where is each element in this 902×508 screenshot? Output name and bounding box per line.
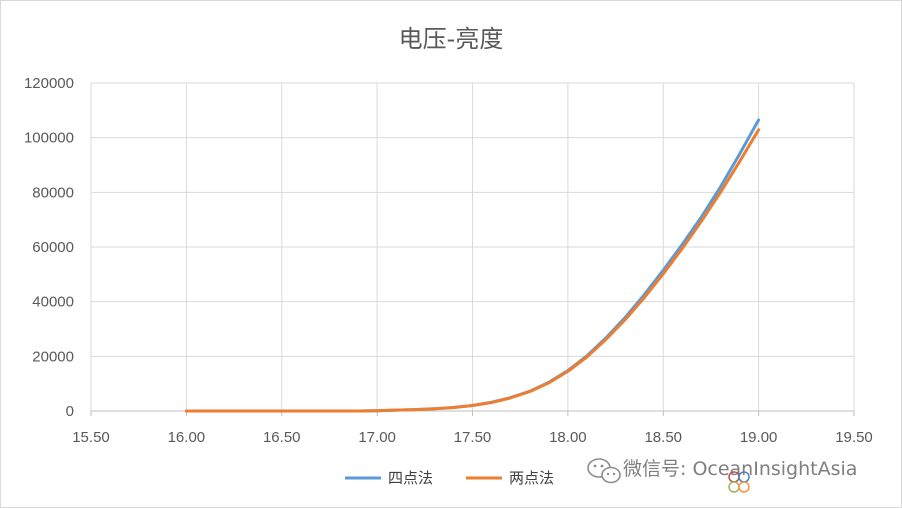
y-tick-label: 80000	[32, 184, 74, 201]
y-tick-label: 20000	[32, 348, 74, 365]
site-logo-icon	[728, 471, 750, 493]
series-line-2	[184, 128, 761, 413]
y-tick-label: 40000	[32, 294, 74, 311]
x-tick-label: 19.50	[835, 429, 873, 446]
y-tick-label: 60000	[32, 239, 74, 256]
x-tick-label: 17.50	[454, 429, 492, 446]
x-tick-label: 16.50	[263, 429, 301, 446]
watermark: 微信号: OceanInsightAsia	[587, 458, 857, 493]
legend: 四点法 两点法	[345, 469, 554, 487]
y-tick-label: 0	[66, 403, 74, 420]
x-tick-label: 19.00	[740, 429, 778, 446]
chart-title: 电压-亮度	[399, 25, 504, 53]
y-tick-label: 100000	[24, 130, 74, 147]
wechat-icon	[587, 458, 621, 484]
watermark-text: 微信号: OceanInsightAsia	[623, 458, 857, 480]
series-layer	[184, 118, 761, 413]
x-tick-label: 16.00	[168, 429, 206, 446]
y-tick-label: 120000	[24, 75, 74, 92]
x-tick-label: 17.00	[358, 429, 396, 446]
grid-layer	[90, 82, 855, 411]
legend-label-series-1: 四点法	[388, 469, 433, 487]
axis-layer: 0 20000 40000 60000 80000 100000 120000 15.50 16…	[24, 75, 873, 446]
x-tick-label: 18.50	[644, 429, 682, 446]
legend-label-series-2: 两点法	[509, 469, 554, 487]
x-tick-label: 18.00	[549, 429, 587, 446]
x-tick-label: 15.50	[72, 429, 110, 446]
